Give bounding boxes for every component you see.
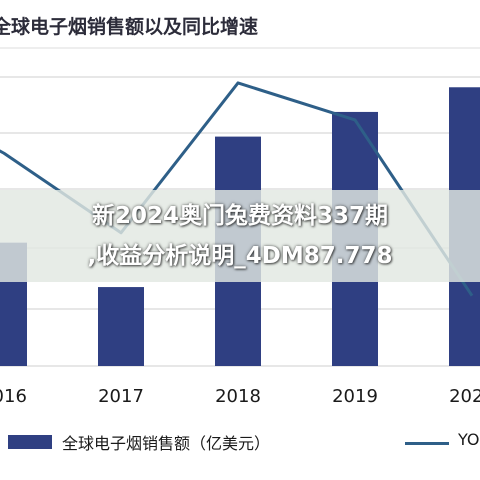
x-tick-label: 2016 [0, 386, 27, 407]
watermark-line-2: ,收益分析说明_4DM87.778 [87, 243, 393, 269]
x-tick-label: 2019 [332, 386, 378, 407]
legend-bar-swatch [8, 435, 52, 449]
bar [98, 287, 144, 366]
x-tick-label: 2017 [98, 386, 144, 407]
x-tick-label: 2018 [215, 386, 261, 407]
series-line [0, 81, 474, 297]
x-axis-ticks: 2016 2017 2018 2019 2020 [0, 386, 480, 407]
legend-line-swatch [405, 442, 449, 445]
watermark-band [0, 190, 480, 282]
legend-line-label: YO [458, 430, 480, 449]
watermark-text: 新2024奥门兔费资料337期 ,收益分析说明_4DM87.778 [0, 196, 480, 276]
line-series [0, 81, 474, 297]
watermark-line-1: 新2024奥门兔费资料337期 [91, 203, 389, 229]
x-tick-label: 2020 [449, 386, 480, 407]
legend-bar-label: 全球电子烟销售额（亿美元） [62, 434, 271, 453]
legend: 全球电子烟销售额（亿美元） YO [0, 424, 480, 464]
chart-title: 全球电子烟销售额以及同比增速 [0, 15, 258, 38]
